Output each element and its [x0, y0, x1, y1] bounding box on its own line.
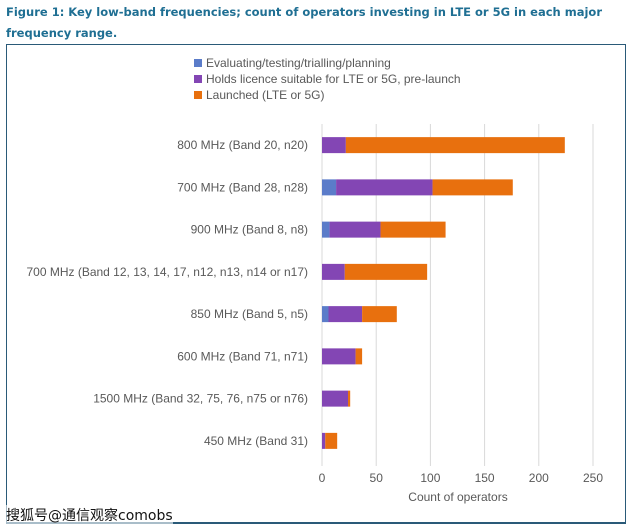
bar-segment	[322, 221, 330, 238]
category-label: 450 MHz (Band 31)	[204, 434, 308, 448]
bar-segment	[322, 263, 345, 280]
category-label: 800 MHz (Band 20, n20)	[177, 138, 308, 152]
category-label: 850 MHz (Band 5, n5)	[191, 307, 308, 321]
watermark: 搜狐号@通信观察comobs	[6, 505, 173, 525]
bar-segment	[380, 221, 446, 238]
bar-segment	[336, 179, 433, 196]
bar-segment	[355, 348, 363, 365]
bar-segment	[348, 390, 351, 407]
bar-segment	[328, 306, 363, 323]
figure-title: Figure 1: Key low-band frequencies; coun…	[6, 5, 602, 40]
bar-segment	[344, 263, 428, 280]
bar-segment	[322, 390, 349, 407]
category-label: 900 MHz (Band 8, n8)	[191, 223, 308, 237]
category-label: 1500 MHz (Band 32, 75, 76, n75 or n76)	[93, 392, 308, 406]
legend-swatch	[194, 91, 202, 99]
chart-frame	[6, 44, 626, 524]
legend-label: Holds licence suitable for LTE or 5G, pr…	[206, 72, 461, 86]
legend-swatch	[194, 75, 202, 83]
legend-label: Launched (LTE or 5G)	[206, 88, 325, 102]
x-tick-labels: 0 50 100 150 200 250	[319, 471, 604, 485]
legend-label: Evaluating/testing/trialling/planning	[206, 56, 391, 70]
x-axis-title: Count of operators	[408, 490, 507, 504]
bar-segment	[345, 137, 565, 154]
bar-segment	[322, 137, 346, 154]
bar-segment	[362, 306, 397, 323]
bar-segment	[322, 432, 326, 449]
bar-segment	[325, 432, 338, 449]
x-tick-label: 150	[475, 471, 495, 485]
bar-segment	[322, 306, 329, 323]
x-tick-label: 0	[319, 471, 326, 485]
category-label: 700 MHz (Band 12, 13, 14, 17, n12, n13, …	[26, 265, 308, 279]
bar-segment	[322, 179, 337, 196]
bar-segment	[432, 179, 513, 196]
bar-segment	[329, 221, 381, 238]
category-label: 700 MHz (Band 28, n28)	[177, 180, 308, 194]
x-tick-label: 50	[370, 471, 384, 485]
category-label: 600 MHz (Band 71, n71)	[177, 349, 308, 363]
bar-segment	[322, 348, 356, 365]
bars	[322, 137, 565, 449]
gridlines	[321, 124, 594, 466]
x-tick-label: 250	[583, 471, 603, 485]
category-labels: 800 MHz (Band 20, n20) 700 MHz (Band 28, …	[26, 138, 308, 448]
legend: Evaluating/testing/trialling/planning Hol…	[194, 56, 461, 102]
legend-swatch	[194, 59, 202, 67]
x-tick-label: 200	[529, 471, 549, 485]
x-tick-label: 100	[420, 471, 440, 485]
